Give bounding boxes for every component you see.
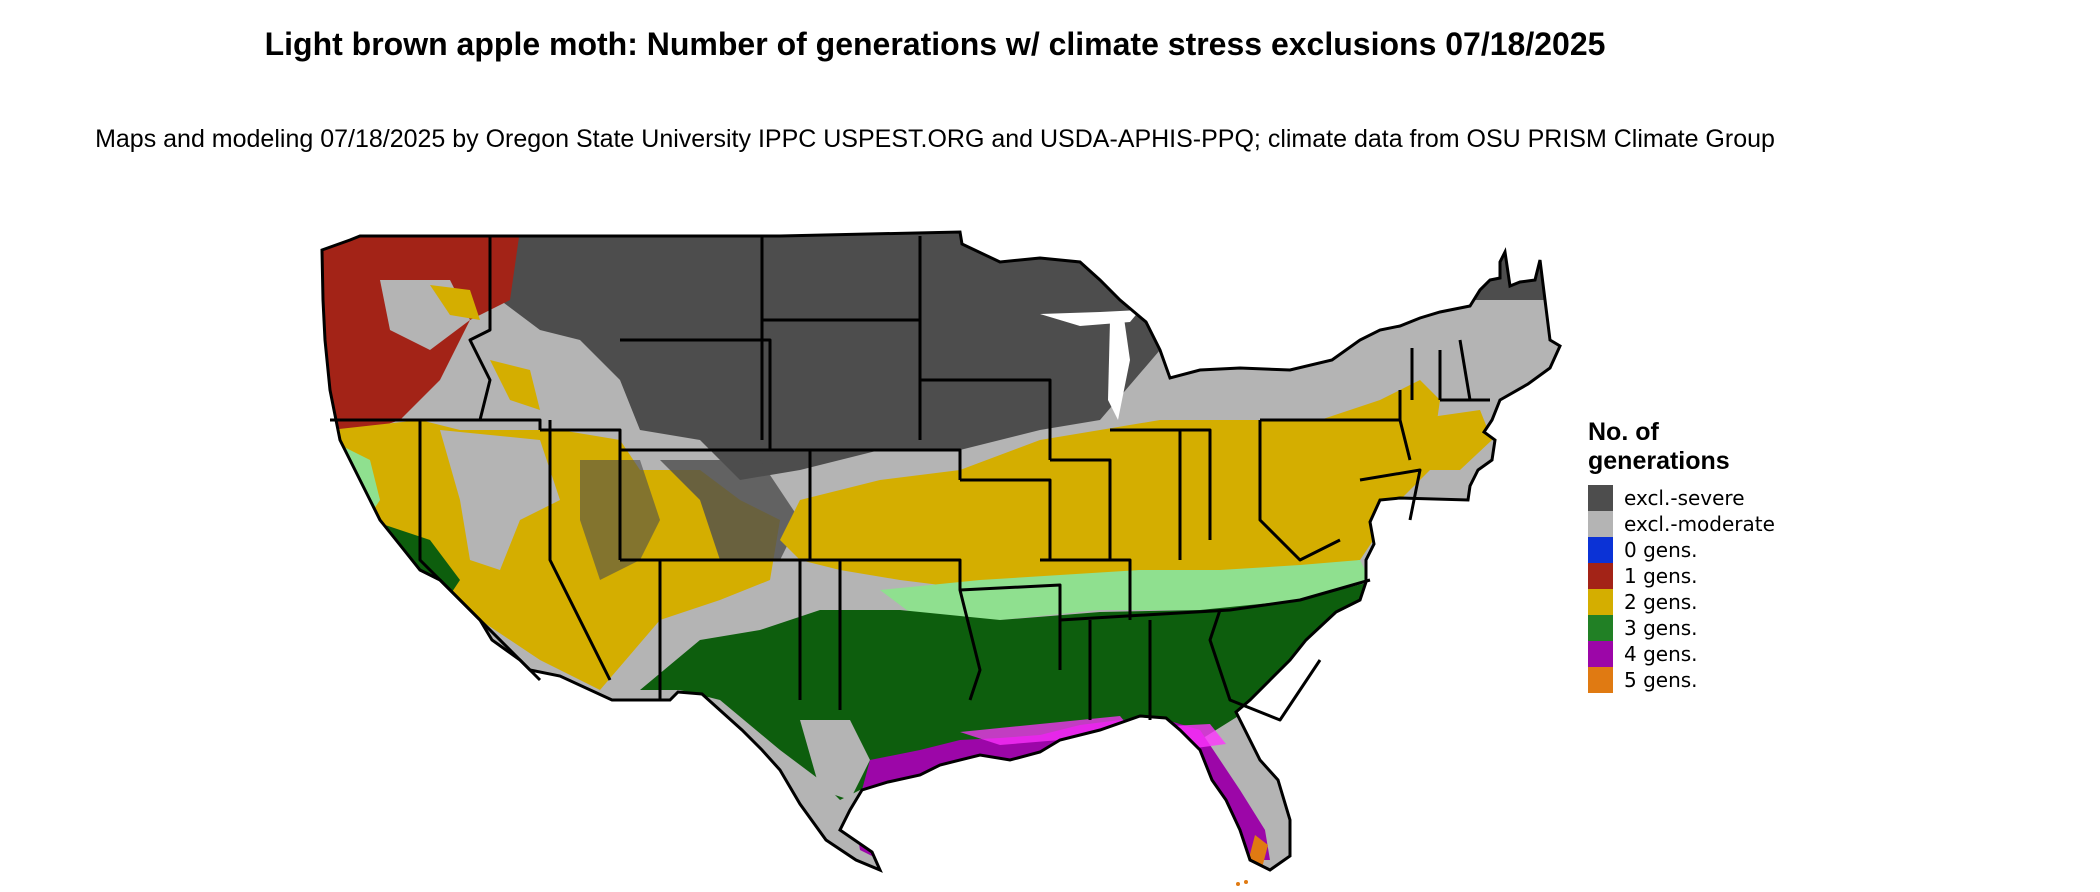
legend-swatch [1588, 485, 1613, 511]
legend-label: 3 gens. [1624, 616, 1698, 640]
legend-swatch [1588, 511, 1613, 537]
legend-label: 1 gens. [1624, 564, 1698, 588]
legend-swatch [1588, 667, 1613, 693]
legend-item: 4 gens. [1588, 641, 1775, 667]
map-subtitle: Maps and modeling 07/18/2025 by Oregon S… [95, 125, 1775, 153]
legend-label: 5 gens. [1624, 668, 1698, 692]
legend-item: 3 gens. [1588, 615, 1775, 641]
legend-item: 1 gens. [1588, 563, 1775, 589]
legend: No. of generations excl.-severe excl.-mod… [1588, 418, 1775, 693]
legend-item: excl.-moderate [1588, 511, 1775, 537]
legend-label: 0 gens. [1624, 538, 1698, 562]
legend-label: excl.-severe [1624, 486, 1745, 510]
legend-label: 2 gens. [1624, 590, 1698, 614]
legend-items: excl.-severe excl.-moderate 0 gens. 1 gens.… [1588, 485, 1775, 693]
legend-item: 0 gens. [1588, 537, 1775, 563]
legend-swatch [1588, 589, 1613, 615]
legend-item: 5 gens. [1588, 667, 1775, 693]
legend-title: No. of generations [1588, 418, 1730, 475]
legend-swatch [1588, 563, 1613, 589]
legend-item: 2 gens. [1588, 589, 1775, 615]
legend-item: excl.-severe [1588, 485, 1775, 511]
legend-swatch [1588, 615, 1613, 641]
legend-label: 4 gens. [1624, 642, 1698, 666]
legend-swatch [1588, 537, 1613, 563]
legend-label: excl.-moderate [1624, 512, 1775, 536]
legend-swatch [1588, 641, 1613, 667]
map-title: Light brown apple moth: Number of genera… [264, 26, 1606, 62]
